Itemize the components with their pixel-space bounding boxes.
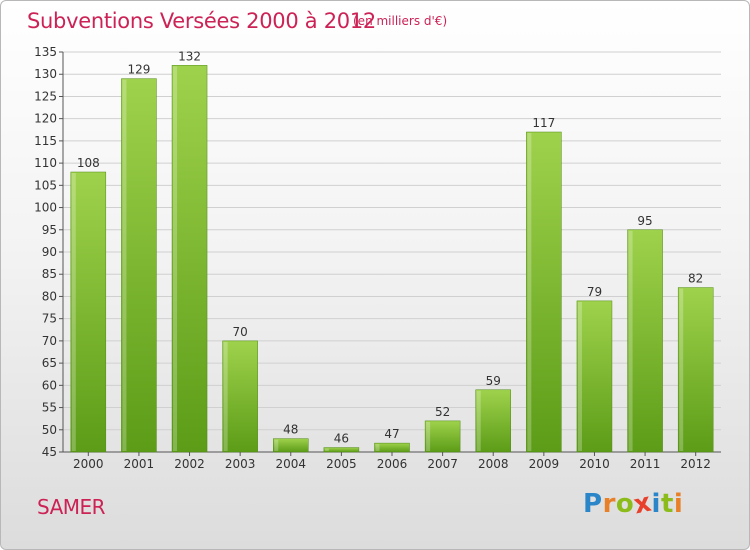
y-tick-label: 100 <box>34 201 57 215</box>
y-tick-label: 70 <box>42 334 57 348</box>
bar-highlight <box>173 66 178 451</box>
logo-letter: P <box>583 489 603 519</box>
data-label: 70 <box>233 325 248 339</box>
bar-2011 <box>627 229 663 453</box>
y-tick-label: 90 <box>42 245 57 259</box>
bar-highlight <box>426 421 431 451</box>
data-label: 117 <box>532 116 555 130</box>
bar-2009 <box>526 131 562 453</box>
bar-2012 <box>677 287 714 453</box>
x-tick-label: 2009 <box>529 457 560 471</box>
x-tick-label: 2006 <box>377 457 408 471</box>
chart-title: Subventions Versées 2000 à 2012 <box>27 9 376 33</box>
bar-2006 <box>374 442 410 453</box>
bar-highlight <box>527 133 532 451</box>
data-label: 47 <box>384 427 399 441</box>
data-label: 108 <box>77 156 100 170</box>
x-tick-labels: 2000 2001 2002 2003 2004 2005 2006 2007 2008 2009… <box>73 452 711 471</box>
bar-highlight <box>628 230 633 451</box>
bar-highlight <box>679 288 684 451</box>
y-tick-label: 85 <box>42 267 57 281</box>
x-tick-label: 2005 <box>326 457 357 471</box>
bar-highlight <box>274 439 279 451</box>
y-tick-label: 130 <box>34 67 57 81</box>
bar-2007 <box>424 420 461 453</box>
y-tick-label: 75 <box>42 312 57 326</box>
bar-highlight <box>223 341 228 451</box>
y-tick-label: 115 <box>34 134 57 148</box>
logo-letter: o <box>615 489 635 519</box>
data-label: 129 <box>127 63 150 77</box>
bar-highlight <box>577 301 582 451</box>
x-tick-label: 2007 <box>427 457 458 471</box>
data-label: 52 <box>435 405 450 419</box>
y-tick-label: 80 <box>42 289 57 303</box>
x-tick-label: 2002 <box>174 457 205 471</box>
logo-letter: i <box>651 489 661 519</box>
y-tick-label: 120 <box>34 112 57 126</box>
bar-2003 <box>222 340 258 453</box>
y-tick-label: 65 <box>42 356 57 370</box>
y-tick-label: 95 <box>42 223 57 237</box>
data-label: 79 <box>587 285 602 299</box>
bar-2005 <box>323 447 360 453</box>
x-tick-label: 2000 <box>73 457 104 471</box>
logo-letter: r <box>602 489 616 519</box>
bar-highlight <box>476 390 481 451</box>
bar-2002 <box>171 65 208 453</box>
x-tick-label: 2011 <box>630 457 661 471</box>
data-label: 95 <box>637 214 652 228</box>
data-label: 59 <box>486 374 501 388</box>
bars <box>70 65 714 453</box>
y-tick-label: 105 <box>34 178 57 192</box>
x-tick-label: 2001 <box>124 457 155 471</box>
x-tick-label: 2004 <box>275 457 306 471</box>
y-tick-label: 45 <box>42 445 57 459</box>
data-labels: 108 129 132 70 48 46 47 52 59 117 79 95 82 <box>77 49 703 445</box>
bar-highlight <box>324 448 329 451</box>
x-tick-label: 2010 <box>579 457 610 471</box>
y-tick-label: 50 <box>42 423 57 437</box>
data-label: 48 <box>283 423 298 437</box>
y-tick-label: 125 <box>34 89 57 103</box>
x-tick-label: 2003 <box>225 457 256 471</box>
logo-letter: t <box>660 489 674 519</box>
bar-2004 <box>273 438 309 453</box>
bar-2010 <box>576 300 613 453</box>
commune-name: SAMER <box>37 495 106 519</box>
chart-unit: (en milliers d'€) <box>353 14 448 28</box>
y-tick-label: 135 <box>34 45 57 59</box>
bar-2001 <box>121 78 157 453</box>
logo-letter: i <box>673 489 684 519</box>
bar-highlight <box>375 444 380 451</box>
x-tick-label: 2008 <box>478 457 509 471</box>
x-tick-label: 2012 <box>680 457 711 471</box>
y-tick-label: 110 <box>34 156 57 170</box>
data-label: 82 <box>688 272 703 286</box>
bar-2000 <box>70 171 107 453</box>
data-label: 46 <box>334 432 349 446</box>
grid-lines <box>59 51 721 453</box>
y-tick-labels: 45 50 55 60 65 70 75 80 85 90 95 100 105 110 115 120 125… <box>34 45 57 459</box>
bar-2008 <box>475 389 511 453</box>
data-label: 132 <box>178 49 201 63</box>
proxiti-logo[interactable]: Proxiti <box>583 488 684 521</box>
y-tick-label: 55 <box>42 401 57 415</box>
bar-highlight <box>122 79 127 452</box>
y-tick-label: 60 <box>42 378 57 392</box>
bar-highlight <box>71 173 76 451</box>
